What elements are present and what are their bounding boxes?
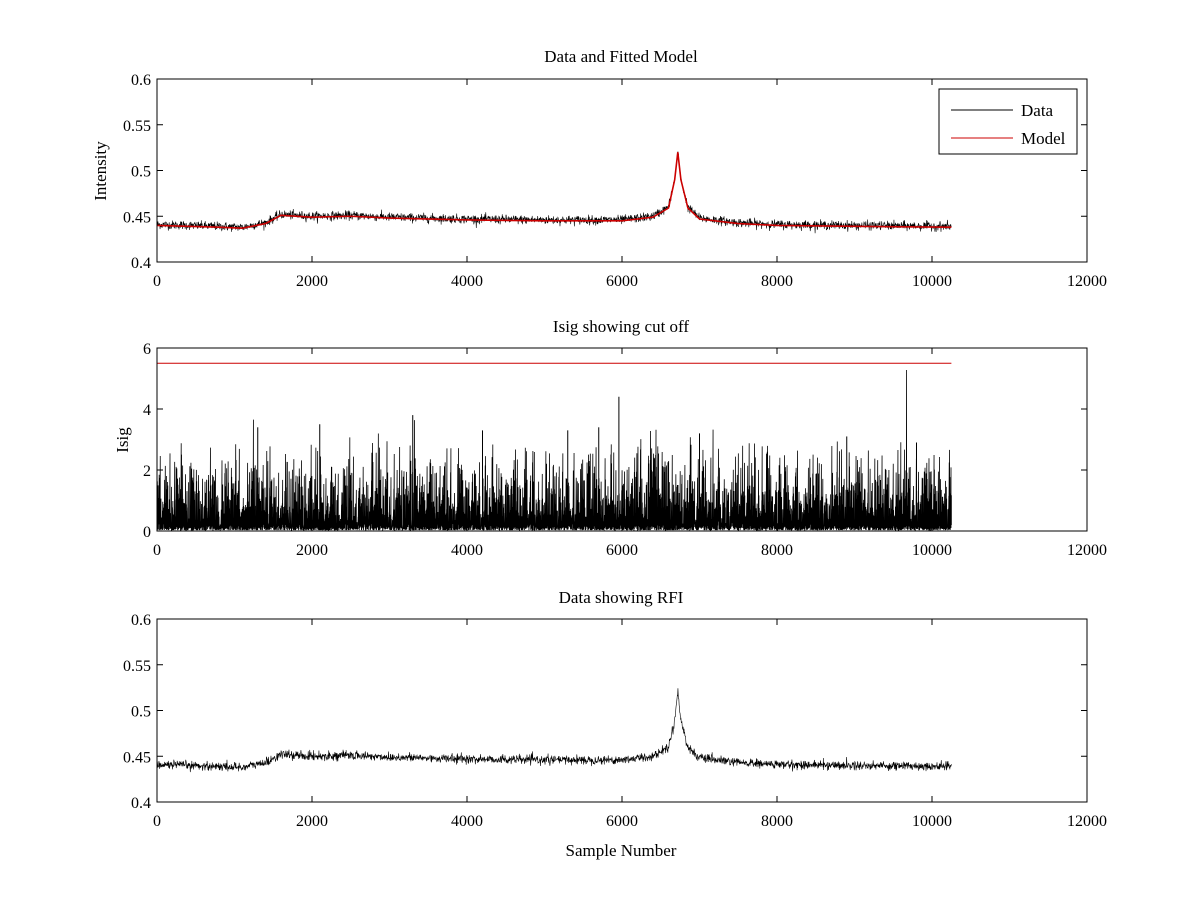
x-tick-label: 10000 xyxy=(912,273,952,290)
x-tick-label: 4000 xyxy=(451,813,483,830)
series-group xyxy=(157,688,952,773)
x-tick-label: 10000 xyxy=(912,542,952,559)
x-tick-label: 6000 xyxy=(606,542,638,559)
y-tick-label: 0.5 xyxy=(131,704,151,721)
x-tick-label: 6000 xyxy=(606,813,638,830)
x-tick-label: 2000 xyxy=(296,813,328,830)
plot-area: 0 2000 4000 6000 8000 10000 12000 0 2 4 6 xyxy=(143,341,1107,559)
x-tick-label: 0 xyxy=(153,542,161,559)
x-tick-label: 0 xyxy=(153,813,161,830)
legend-label-model: Model xyxy=(1021,129,1066,148)
y-tick-label: 0.6 xyxy=(131,612,151,629)
x-tick-label: 8000 xyxy=(761,813,793,830)
x-tick-label: 12000 xyxy=(1067,273,1107,290)
y-tick-label: 0.45 xyxy=(123,749,151,766)
chart-title: Data showing RFI xyxy=(559,588,684,607)
y-tick-label: 4 xyxy=(143,402,151,419)
legend: Data Model xyxy=(938,88,1078,155)
x-tick-label: 2000 xyxy=(296,273,328,290)
plot-area: 0 2000 4000 6000 8000 10000 12000 0.4 0.45 0.5 0.5… xyxy=(123,612,1107,830)
panel-data-showing-rfi: Data showing RFI Sample Number 0 2000 4000… xyxy=(123,588,1107,860)
series-noise xyxy=(157,370,952,531)
legend-label-data: Data xyxy=(1021,101,1054,120)
y-tick-label: 0.5 xyxy=(131,164,151,181)
series-group xyxy=(157,151,952,234)
y-tick-label: 0.45 xyxy=(123,209,151,226)
series-line-data xyxy=(157,688,952,773)
y-tick-label: 6 xyxy=(143,341,151,358)
x-tick-label: 12000 xyxy=(1067,813,1107,830)
panel-data-and-fitted-model: Data and Fitted Model Intensity 0 2000 400… xyxy=(91,47,1107,290)
series-group xyxy=(157,362,952,531)
chart-title: Data and Fitted Model xyxy=(544,47,698,66)
x-tick-label: 12000 xyxy=(1067,542,1107,559)
y-tick-label: 0.55 xyxy=(123,658,151,675)
y-axis-label: Intensity xyxy=(91,141,110,201)
x-tick-label: 10000 xyxy=(912,813,952,830)
y-tick-label: 0 xyxy=(143,524,151,541)
panel-isig-showing-cut-off: Isig showing cut off Isig 0 2000 4000 6000 8… xyxy=(113,317,1107,559)
y-axis-label: Isig xyxy=(113,427,132,453)
y-tick-label: 2 xyxy=(143,463,151,480)
legend-box xyxy=(938,88,1078,155)
plot-area: 0 2000 4000 6000 8000 10000 12000 0.4 0.45 0.5 0.5… xyxy=(123,72,1107,290)
y-tick-label: 0.6 xyxy=(131,72,151,89)
x-tick-label: 6000 xyxy=(606,273,638,290)
x-tick-label: 8000 xyxy=(761,273,793,290)
x-tick-label: 8000 xyxy=(761,542,793,559)
x-tick-label: 2000 xyxy=(296,542,328,559)
series-line-model xyxy=(157,152,952,229)
x-axis-label: Sample Number xyxy=(566,841,677,860)
x-tick-label: 0 xyxy=(153,273,161,290)
y-tick-label: 0.4 xyxy=(131,255,151,272)
chart-title: Isig showing cut off xyxy=(553,317,689,336)
y-tick-label: 0.55 xyxy=(123,118,151,135)
x-tick-label: 4000 xyxy=(451,273,483,290)
y-tick-label: 0.4 xyxy=(131,795,151,812)
x-tick-label: 4000 xyxy=(451,542,483,559)
